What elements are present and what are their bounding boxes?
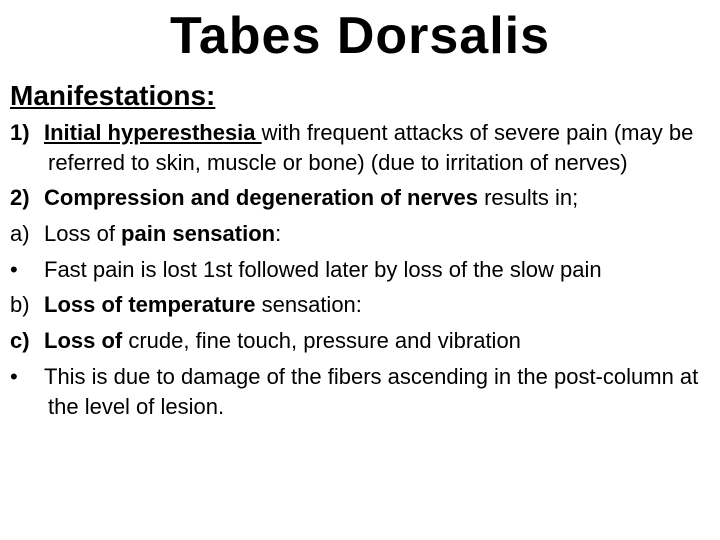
list-item: •Fast pain is lost 1st followed later by… [10, 255, 710, 285]
list-item: 2)Compression and degeneration of nerves… [10, 183, 710, 213]
list-item: c)Loss of crude, fine touch, pressure an… [10, 326, 710, 356]
list-item-marker: 2) [10, 183, 44, 213]
list-item-text: Loss of temperature [44, 292, 256, 317]
list-item-marker: a) [10, 219, 44, 249]
list-item-text: Loss of [44, 328, 122, 353]
manifestations-list: 1)Initial hyperesthesia with frequent at… [10, 118, 710, 421]
manifestations-heading: Manifestations: [10, 80, 710, 112]
list-item-text: sensation: [256, 292, 362, 317]
list-item-text: This is due to damage of the fibers asce… [44, 364, 698, 419]
list-item: 1)Initial hyperesthesia with frequent at… [10, 118, 710, 177]
list-item-text: Loss of [44, 221, 121, 246]
list-item-text: Compression and degeneration of nerves [44, 185, 478, 210]
list-item: •This is due to damage of the fibers asc… [10, 362, 710, 421]
list-item-text: crude, fine touch, pressure and vibratio… [122, 328, 521, 353]
list-item-marker: c) [10, 326, 44, 356]
list-item-text: pain sensation [121, 221, 275, 246]
list-item-text: results in; [478, 185, 578, 210]
list-item-text: Initial hyperesthesia [44, 120, 262, 145]
list-item: b)Loss of temperature sensation: [10, 290, 710, 320]
list-item: a)Loss of pain sensation: [10, 219, 710, 249]
list-item-text: : [275, 221, 281, 246]
list-item-marker: b) [10, 290, 44, 320]
list-item-marker: • [10, 362, 44, 392]
list-item-text: Fast pain is lost 1st followed later by … [44, 257, 602, 282]
list-item-marker: • [10, 255, 44, 285]
slide-title: Tabes Dorsalis [10, 6, 710, 66]
list-item-marker: 1) [10, 118, 44, 148]
